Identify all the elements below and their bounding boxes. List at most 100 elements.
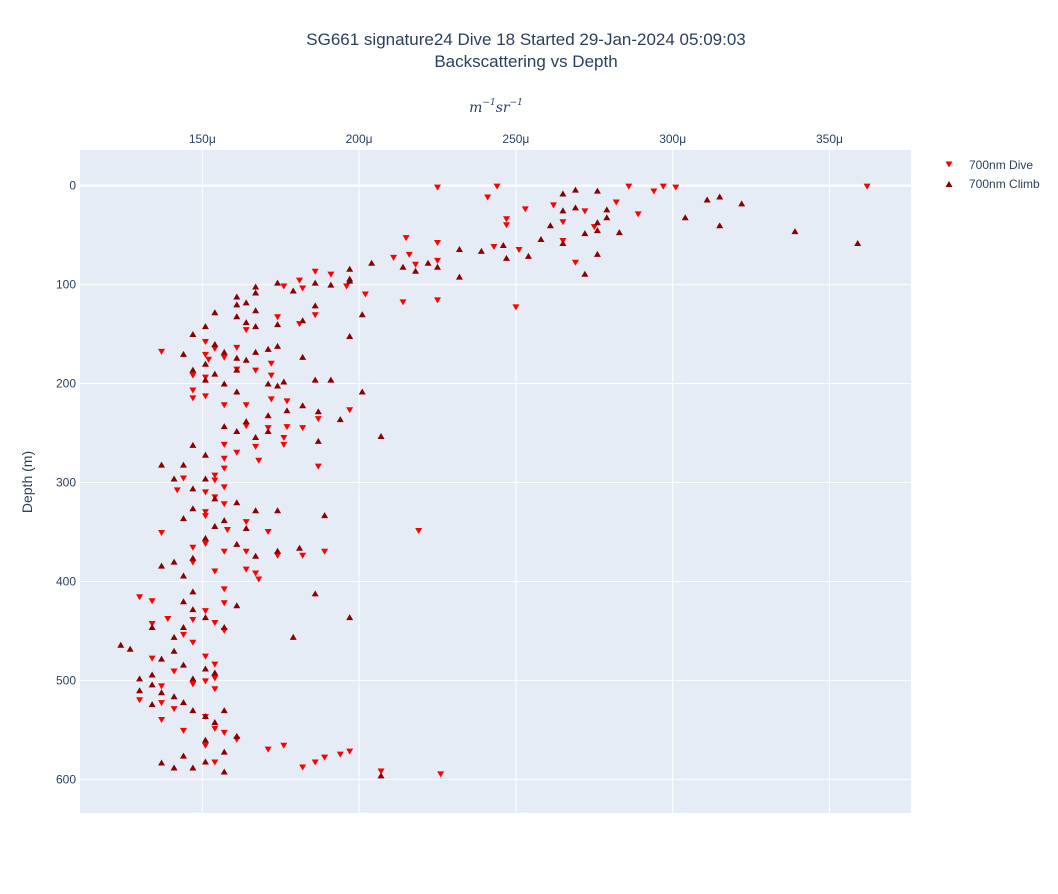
data-point: [233, 366, 241, 373]
data-point: [242, 356, 250, 363]
data-point: [233, 293, 241, 300]
data-point: [433, 184, 441, 191]
data-point: [201, 509, 209, 516]
data-point: [158, 348, 166, 355]
data-point: [189, 372, 197, 379]
data-point: [170, 706, 178, 713]
data-point: [484, 194, 492, 201]
legend-item-climb[interactable]: 700nm Climb: [945, 177, 1041, 191]
data-point: [233, 428, 241, 435]
data-point: [220, 380, 228, 387]
data-point: [311, 590, 319, 597]
data-point: [264, 380, 272, 387]
data-point: [211, 370, 219, 377]
data-point: [220, 623, 228, 630]
data-point: [201, 489, 209, 496]
data-point: [346, 748, 354, 755]
data-point: [424, 259, 432, 266]
y-axis-title: Depth (m): [19, 451, 35, 513]
data-point: [233, 388, 241, 395]
data-point: [148, 655, 156, 662]
data-point: [170, 558, 178, 565]
data-point: [546, 222, 554, 229]
data-point: [274, 507, 282, 514]
data-point: [280, 742, 288, 749]
data-point: [179, 623, 187, 630]
data-point: [716, 222, 724, 229]
data-point: [242, 319, 250, 326]
series-dive: [136, 183, 871, 778]
data-point: [672, 184, 680, 191]
data-point: [211, 477, 219, 484]
data-point: [603, 214, 611, 221]
data-point: [399, 299, 407, 306]
data-point: [211, 495, 219, 502]
y-tick-label: 0: [69, 179, 76, 193]
data-point: [252, 552, 260, 559]
data-point: [455, 245, 463, 252]
data-point: [220, 441, 228, 448]
data-point: [158, 689, 166, 696]
data-point: [433, 263, 441, 270]
data-point: [264, 746, 272, 753]
data-point: [255, 457, 263, 464]
data-point: [170, 764, 178, 771]
y-tick-label: 300: [56, 475, 76, 489]
data-point: [220, 455, 228, 462]
data-point: [189, 505, 197, 512]
data-point: [311, 268, 319, 275]
data-point: [201, 323, 209, 330]
data-point: [590, 224, 598, 231]
data-point: [136, 594, 144, 601]
data-point: [336, 751, 344, 758]
data-point: [343, 283, 351, 290]
data-point: [170, 475, 178, 482]
data-point: [211, 675, 219, 682]
data-point: [220, 600, 228, 607]
data-point: [280, 441, 288, 448]
x-tick-label: 300μ: [659, 132, 686, 146]
data-point: [233, 301, 241, 308]
data-point: [650, 188, 658, 195]
data-point: [173, 487, 181, 494]
data-point: [158, 683, 166, 690]
data-point: [537, 236, 545, 243]
legend[interactable]: 700nm Dive 700nm Climb: [945, 158, 1041, 191]
data-point: [170, 647, 178, 654]
data-point: [264, 412, 272, 419]
legend-item-dive[interactable]: 700nm Dive: [945, 158, 1034, 172]
data-point: [189, 681, 197, 688]
data-point: [189, 559, 197, 566]
data-point: [220, 501, 228, 508]
data-point: [158, 759, 166, 766]
data-point: [716, 193, 724, 200]
data-point: [233, 732, 241, 739]
data-point: [358, 388, 366, 395]
data-point: [625, 183, 633, 190]
data-point: [233, 344, 241, 351]
data-point: [201, 678, 209, 685]
data-point: [211, 568, 219, 575]
data-point: [524, 252, 532, 259]
data-point: [201, 540, 209, 547]
data-point: [299, 317, 307, 324]
data-point: [242, 525, 250, 532]
data-point: [703, 196, 711, 203]
x-unit-base2: sr: [496, 100, 511, 116]
data-point: [368, 259, 376, 266]
data-point: [201, 736, 209, 743]
data-point: [346, 265, 354, 272]
data-point: [321, 548, 329, 555]
data-point: [299, 402, 307, 409]
data-point: [233, 540, 241, 547]
data-point: [346, 277, 354, 284]
legend-climb-marker: [945, 181, 953, 187]
data-point: [220, 548, 228, 555]
data-point: [179, 461, 187, 468]
data-point: [559, 190, 567, 197]
data-point: [211, 669, 219, 676]
data-point: [274, 552, 282, 559]
data-point: [242, 423, 250, 430]
plot-background: [80, 150, 911, 813]
y-tick-label: 200: [56, 377, 76, 391]
